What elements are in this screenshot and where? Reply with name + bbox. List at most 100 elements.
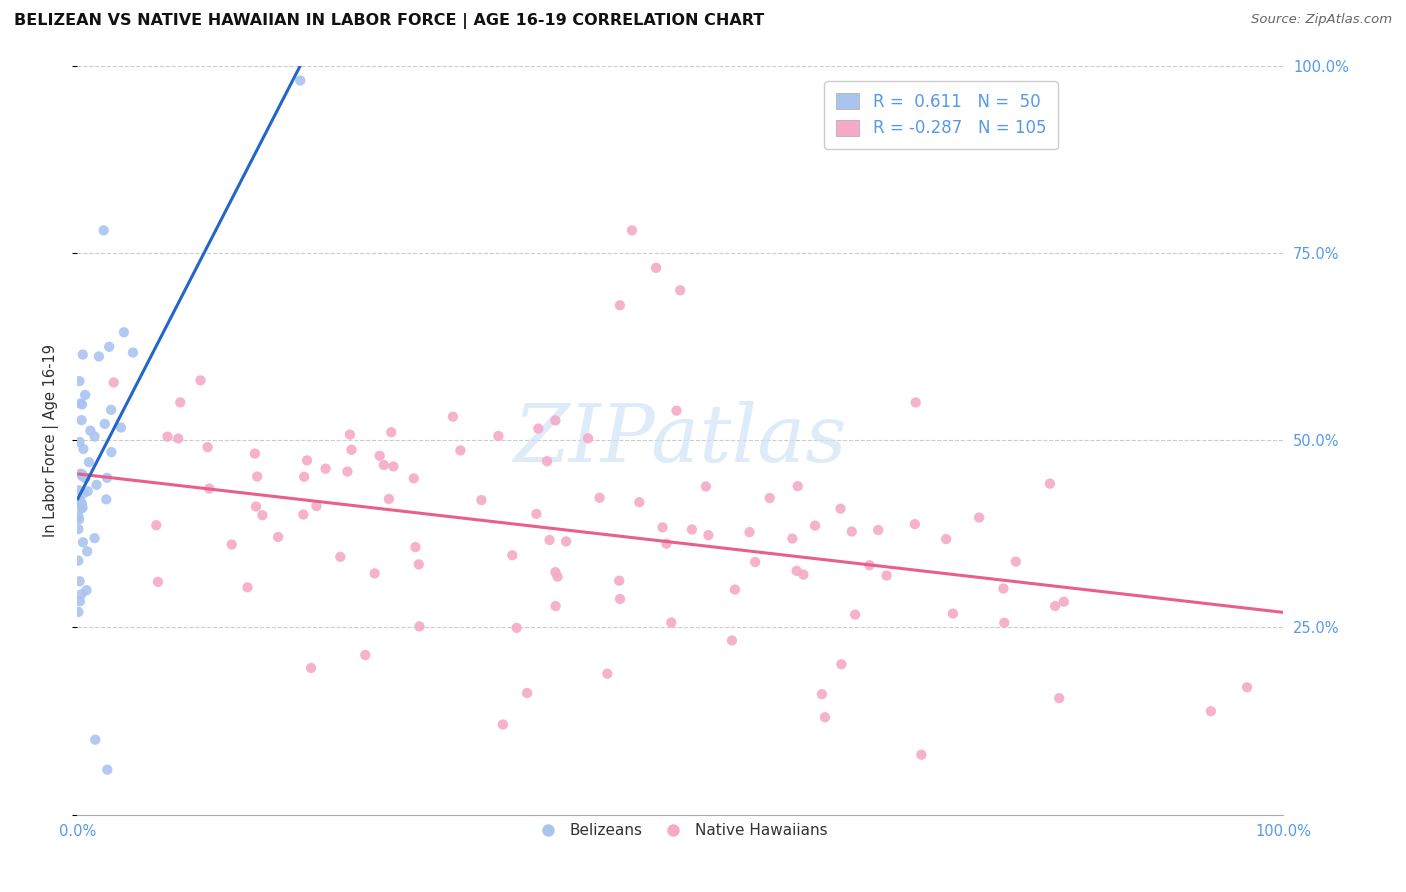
Point [645,260,668,275]
Point [336,465,359,479]
Point [70,397,93,411]
Point [290,73,312,87]
Point [811,687,834,701]
Point [744,555,766,569]
Point [830,501,852,516]
Point [243,447,266,461]
Point [721,633,744,648]
Point [96,471,118,485]
Point [98,340,121,354]
Point [724,582,747,597]
Point [69,396,91,410]
Point [72,535,94,549]
Point [844,607,866,622]
Point [526,507,548,521]
Point [110,420,132,434]
Point [470,493,492,508]
Point [993,582,1015,596]
Point [544,413,567,427]
Point [942,607,965,621]
Point [814,710,837,724]
Point [100,445,122,459]
Point [73,486,96,500]
Point [145,518,167,533]
Point [75,388,97,402]
Point [782,532,804,546]
Point [67,554,90,568]
Point [77,455,100,469]
Point [70,413,93,427]
Point [67,509,90,524]
Legend: Belizeans, Native Hawaiians: Belizeans, Native Hawaiians [527,817,834,845]
Point [93,223,115,237]
Point [620,223,643,237]
Point [295,453,318,467]
Point [197,440,219,454]
Point [83,531,105,545]
Point [169,395,191,409]
Point [246,469,269,483]
Point [299,661,322,675]
Point [156,429,179,443]
Point [841,524,863,539]
Point [70,467,93,482]
Point [94,417,117,431]
Point [69,467,91,481]
Point [70,501,93,516]
Point [363,566,385,581]
Point [112,326,135,340]
Point [669,283,692,297]
Point [70,497,93,511]
Point [609,298,631,312]
Point [505,621,527,635]
Point [441,409,464,424]
Point [69,574,91,589]
Point [588,491,610,505]
Point [103,376,125,390]
Point [76,484,98,499]
Point [339,427,361,442]
Point [449,443,471,458]
Point [758,491,780,505]
Point [245,500,267,514]
Point [408,558,430,572]
Point [628,495,651,509]
Point [100,402,122,417]
Point [697,528,720,542]
Point [655,536,678,550]
Point [69,434,91,449]
Point [681,523,703,537]
Point [76,544,98,558]
Point [486,429,509,443]
Point [167,432,190,446]
Point [76,583,98,598]
Point [72,442,94,456]
Point [70,469,93,483]
Point [67,605,90,619]
Point [373,458,395,472]
Point [236,580,259,594]
Point [404,540,426,554]
Point [382,459,405,474]
Point [221,537,243,551]
Point [96,763,118,777]
Point [967,510,990,524]
Point [69,494,91,508]
Point [538,533,561,547]
Point [252,508,274,523]
Point [544,565,567,579]
Point [69,594,91,608]
Point [516,686,538,700]
Point [380,425,402,440]
Point [84,732,107,747]
Text: ZIPatlas: ZIPatlas [513,401,846,479]
Point [1236,680,1258,694]
Point [315,461,337,475]
Point [408,619,430,633]
Point [659,615,682,630]
Point [904,395,927,409]
Point [329,549,352,564]
Point [555,534,578,549]
Point [267,530,290,544]
Point [576,431,599,445]
